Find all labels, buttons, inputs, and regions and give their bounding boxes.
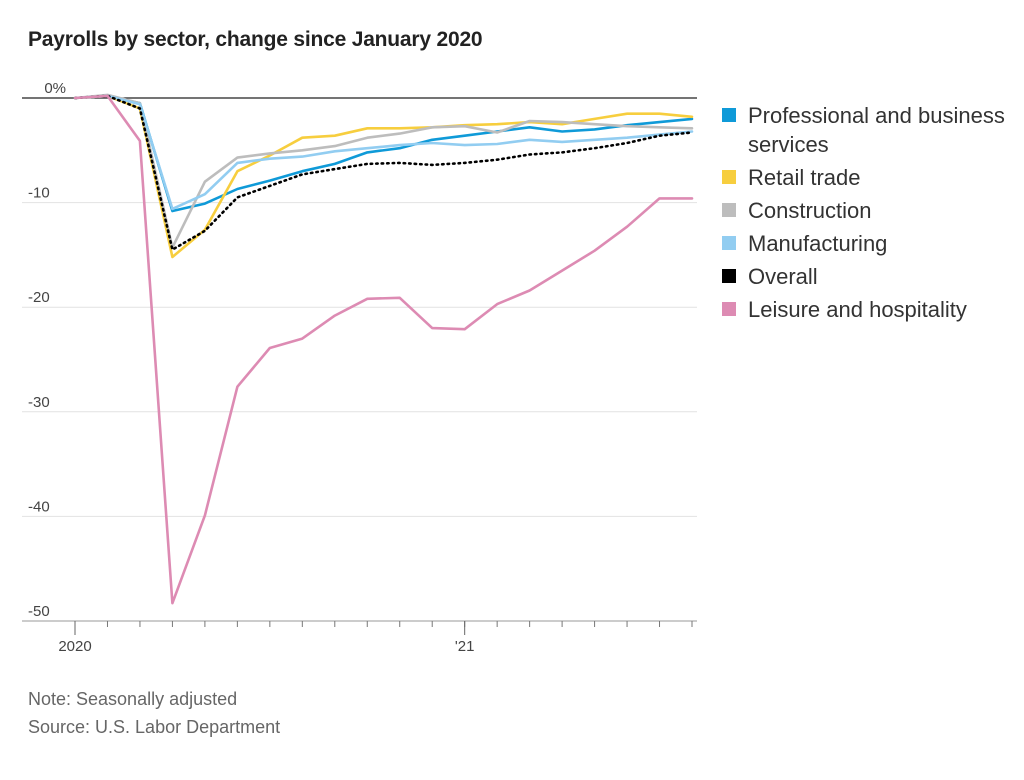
y-tick-label: -30 (28, 394, 50, 411)
series-line-overall (73, 94, 694, 251)
line-chart: 2020 '21 0% -10 -20 -30 -40 -50 (22, 80, 697, 655)
y-tick-label: -40 (28, 498, 50, 515)
legend-swatch (722, 269, 736, 283)
note-text: Note: Seasonally adjusted (28, 689, 238, 709)
x-tick-label: '21 (455, 638, 475, 655)
legend-label: Manufacturing (748, 231, 888, 256)
gridlines (22, 97, 697, 622)
series-line-professional-and-business-services (73, 94, 694, 213)
legend-item: Manufacturing (722, 229, 1012, 258)
legend-item: Construction (722, 196, 1012, 225)
source-text: Source: U.S. Labor Department (28, 717, 281, 737)
legend-swatch (722, 170, 736, 184)
y-tick-label: -20 (28, 289, 50, 306)
series-line-retail-trade (73, 94, 694, 259)
footnotes: Note: Seasonally adjusted Source: U.S. L… (28, 685, 280, 741)
legend-swatch (722, 108, 736, 122)
legend-item: Overall (722, 262, 1012, 291)
series-lines (73, 93, 694, 605)
legend-label: Retail trade (748, 165, 861, 190)
series-line-manufacturing (73, 94, 694, 211)
series-line-leisure-and-hospitality (73, 94, 694, 605)
legend-label: Leisure and hospitality (748, 297, 967, 322)
y-axis-labels: 0% -10 -20 -30 -40 -50 (28, 80, 66, 620)
legend-item: Retail trade (722, 163, 1012, 192)
x-axis: 2020 '21 (22, 620, 697, 655)
x-tick-label: 2020 (58, 638, 91, 655)
legend-label: Construction (748, 198, 872, 223)
legend-item: Professional and business services (722, 101, 1012, 159)
legend-swatch (722, 302, 736, 316)
legend-swatch (722, 203, 736, 217)
y-tick-label: -10 (28, 185, 50, 202)
legend-label: Overall (748, 264, 818, 289)
legend: Professional and business services Retail… (722, 101, 1012, 328)
y-tick-label: -50 (28, 603, 50, 620)
series-line-construction (73, 93, 694, 249)
y-tick-label: 0% (44, 80, 66, 97)
legend-label: Professional and business services (748, 103, 1005, 157)
chart-title: Payrolls by sector, change since January… (28, 28, 483, 51)
legend-item: Leisure and hospitality (722, 295, 1012, 324)
legend-swatch (722, 236, 736, 250)
